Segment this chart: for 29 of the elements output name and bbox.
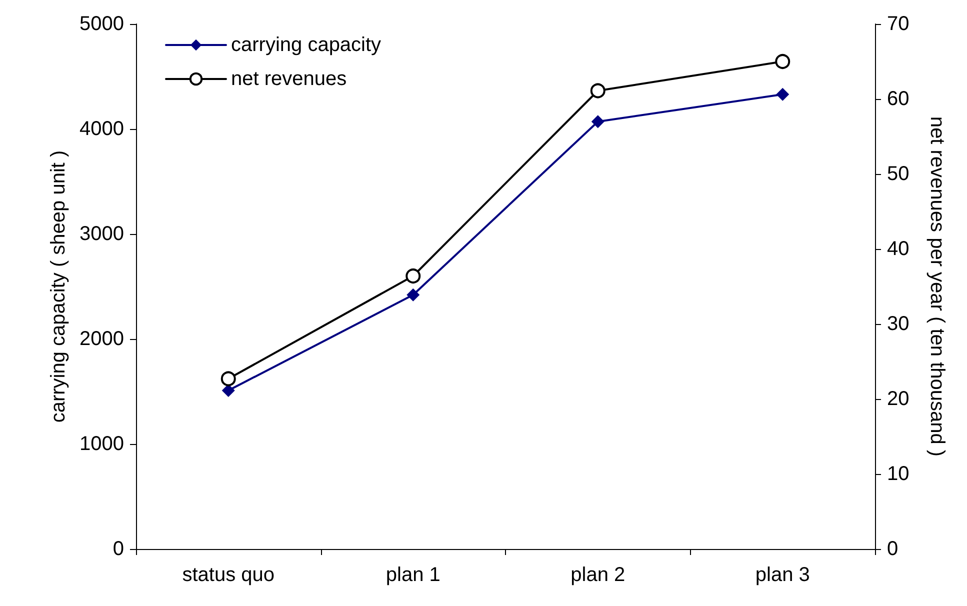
x-tick-label: status quo (182, 564, 275, 586)
y2-axis-title: net revenues per year ( ten thousand ) (926, 116, 948, 457)
y2-tick-label: 50 (887, 163, 910, 185)
point (590, 83, 606, 98)
y2-tick-label: 60 (887, 88, 910, 110)
x-tick-label: plan 1 (386, 564, 440, 586)
y-tick-label: 3000 (80, 223, 124, 245)
point (406, 268, 421, 284)
y-tick-label: 0 (112, 538, 124, 560)
point (220, 371, 236, 386)
y2-tick-label: 20 (887, 388, 910, 410)
point (776, 88, 790, 101)
legend-label: carrying capacity (231, 34, 382, 56)
point (775, 54, 790, 69)
y-tick-label: 1000 (80, 433, 124, 455)
y2-tick-label: 40 (887, 238, 910, 260)
legend-label: net revenues (231, 68, 347, 90)
y-tick-label: 5000 (80, 13, 124, 35)
x-tick-label: plan 3 (755, 564, 810, 586)
point (406, 288, 420, 302)
y-tick-label: 4000 (80, 118, 124, 140)
point (591, 115, 604, 128)
y2-tick-label: 0 (887, 538, 898, 560)
y2-tick-label: 70 (887, 13, 910, 35)
y2-tick-label: 30 (887, 313, 910, 335)
x-tick-label: plan 2 (570, 564, 626, 586)
y2-tick-label: 10 (887, 463, 910, 485)
y-tick-label: 2000 (80, 328, 124, 350)
y-axis-title: carrying capacity ( sheep unit ) (48, 150, 70, 423)
